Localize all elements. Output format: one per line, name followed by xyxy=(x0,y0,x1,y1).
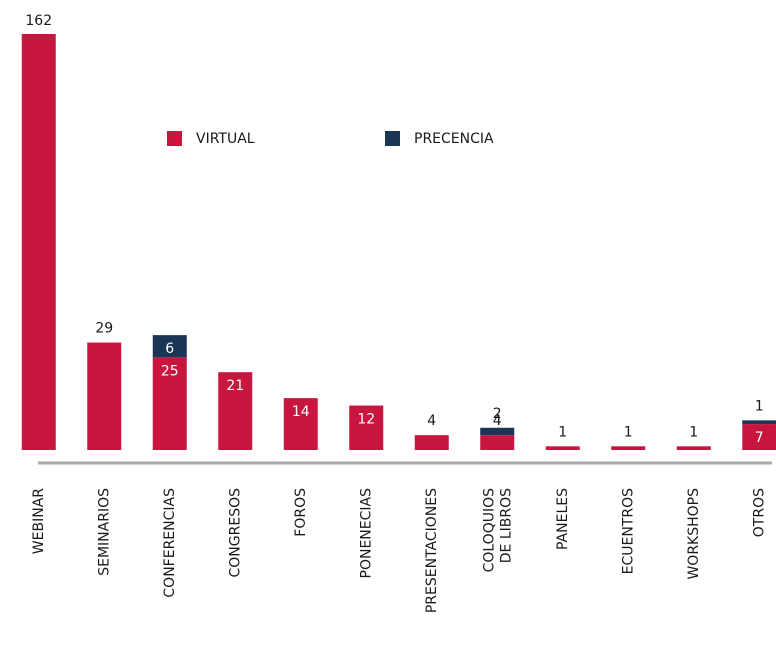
legend-label: VIRTUAL xyxy=(196,131,255,147)
bar-segment xyxy=(480,427,515,436)
bar-segment xyxy=(480,435,515,450)
legend-swatch xyxy=(167,131,182,146)
value-label: 1 xyxy=(689,424,698,440)
value-label: 162 xyxy=(25,13,52,29)
value-label: 7 xyxy=(755,430,764,446)
x-tick-label: WORKSHOPS xyxy=(686,488,702,580)
x-tick-label: OTROS xyxy=(751,488,767,537)
x-tick-label: ECUENTROS xyxy=(620,488,636,574)
x-tick-label: PRESENTACIONES xyxy=(424,488,440,613)
x-tick-label: CONFERENCIAS xyxy=(162,488,178,598)
bar-segment xyxy=(742,424,776,450)
x-tick-label: PONENECIAS xyxy=(358,488,374,579)
value-label: 2 xyxy=(493,406,502,422)
bar-segment xyxy=(21,34,56,451)
value-label: 4 xyxy=(493,413,502,429)
x-tick-label: COLOQUIOS xyxy=(481,488,497,573)
x-tick-label: CONGRESOS xyxy=(227,488,243,578)
legend-swatch xyxy=(385,131,400,146)
bar-segment xyxy=(87,342,122,450)
value-label: 1 xyxy=(624,424,633,440)
bar-segment xyxy=(676,446,711,450)
x-tick-label: FOROS xyxy=(293,488,309,537)
bar-segment xyxy=(218,372,253,450)
bar-segment xyxy=(152,335,187,358)
bar-segment xyxy=(611,446,646,450)
bar-segment xyxy=(283,398,318,450)
x-tick-label: DE LIBROS xyxy=(498,488,514,563)
value-label: 29 xyxy=(95,321,113,337)
value-label: 21 xyxy=(226,378,244,394)
bar-segment xyxy=(152,357,187,450)
bar-segment xyxy=(545,446,580,450)
value-label: 12 xyxy=(357,412,375,428)
bar-segment xyxy=(349,405,384,450)
value-label: 6 xyxy=(165,341,174,357)
x-tick-label: WEBINAR xyxy=(31,488,47,554)
x-tick-label: PANELES xyxy=(555,488,571,550)
value-label: 4 xyxy=(427,413,436,429)
x-tick-label: SEMINARIOS xyxy=(96,488,112,576)
value-label: 1 xyxy=(558,424,567,440)
bar-segment xyxy=(742,420,776,425)
value-label: 25 xyxy=(161,363,179,379)
legend-label: PRECENCIA xyxy=(414,131,494,147)
bar-segment xyxy=(414,435,449,450)
value-label: 14 xyxy=(292,404,310,420)
value-label: 1 xyxy=(755,398,764,414)
